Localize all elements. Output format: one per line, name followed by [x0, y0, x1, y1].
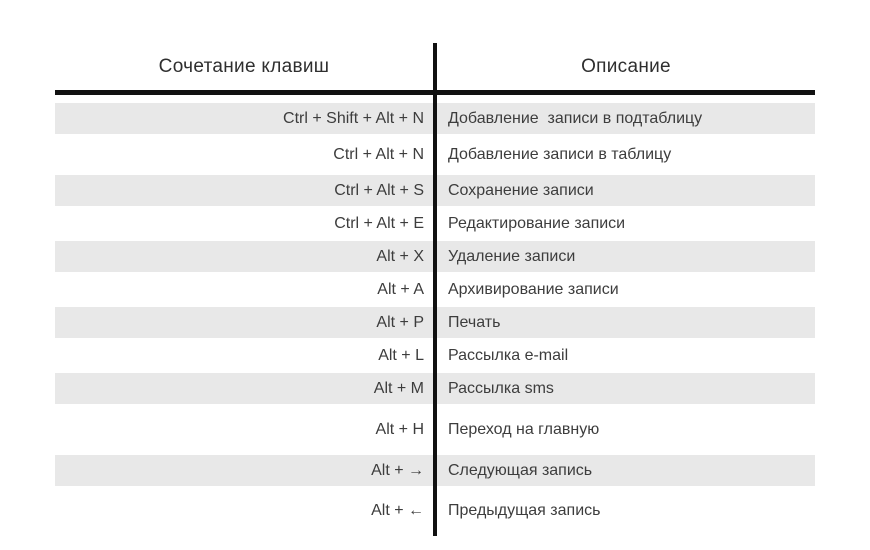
shortcut-key-cell: Alt + A	[377, 280, 424, 298]
table-header-row: Сочетание клавиш Описание	[55, 43, 815, 90]
shortcut-key-cell: Alt + P	[376, 313, 424, 331]
column-header-keys: Сочетание клавиш	[158, 55, 330, 77]
column-header-description: Описание	[581, 55, 671, 77]
description-cell: Рассылка e-mail	[448, 346, 569, 364]
shortcut-key-cell: Ctrl + Alt + E	[334, 214, 424, 232]
description-cell: Добавление записи в таблицу	[448, 145, 672, 163]
shortcut-key-cell: Alt + M	[373, 379, 424, 397]
table-row: Ctrl + Alt + E Редактирование записи	[55, 206, 815, 241]
description-cell: Предыдущая запись	[448, 502, 601, 519]
table-row: Alt + A Архивирование записи	[55, 272, 815, 307]
description-cell: Архивирование записи	[448, 280, 619, 298]
shortcut-key-cell: Ctrl + Alt + S	[334, 181, 424, 199]
description-cell: Переход на главную	[448, 420, 600, 438]
description-cell: Печать	[448, 313, 501, 331]
description-cell: Сохранение записи	[448, 181, 594, 199]
table-row: Alt + ← Предыдущая запись	[55, 486, 815, 536]
shortcut-key-cell: Alt + H	[375, 420, 424, 438]
shortcut-key-cell: Alt + →	[371, 461, 424, 479]
description-cell: Редактирование записи	[448, 214, 626, 232]
description-cell: Удаление записи	[448, 247, 576, 265]
shortcut-key-cell: Ctrl + Alt + N	[333, 145, 424, 163]
shortcut-key-cell: Ctrl + Shift + Alt + N	[283, 109, 424, 127]
table-row: Alt + H Переход на главную	[55, 404, 815, 455]
shortcuts-table: Сочетание клавиш Описание Ctrl + Shift +…	[55, 43, 815, 536]
shortcut-key-cell: Alt + ←	[371, 502, 424, 519]
column-divider	[433, 43, 437, 536]
description-cell: Добавление записи в подтаблицу	[448, 109, 703, 127]
shortcut-key-cell: Alt + X	[376, 247, 424, 265]
description-cell: Следующая запись	[448, 461, 593, 479]
shortcut-key-cell: Alt + L	[378, 346, 424, 364]
description-cell: Рассылка sms	[448, 379, 554, 397]
table-row: Alt + L Рассылка e-mail	[55, 338, 815, 373]
table-row: Ctrl + Alt + N Добавление записи в табли…	[55, 134, 815, 175]
